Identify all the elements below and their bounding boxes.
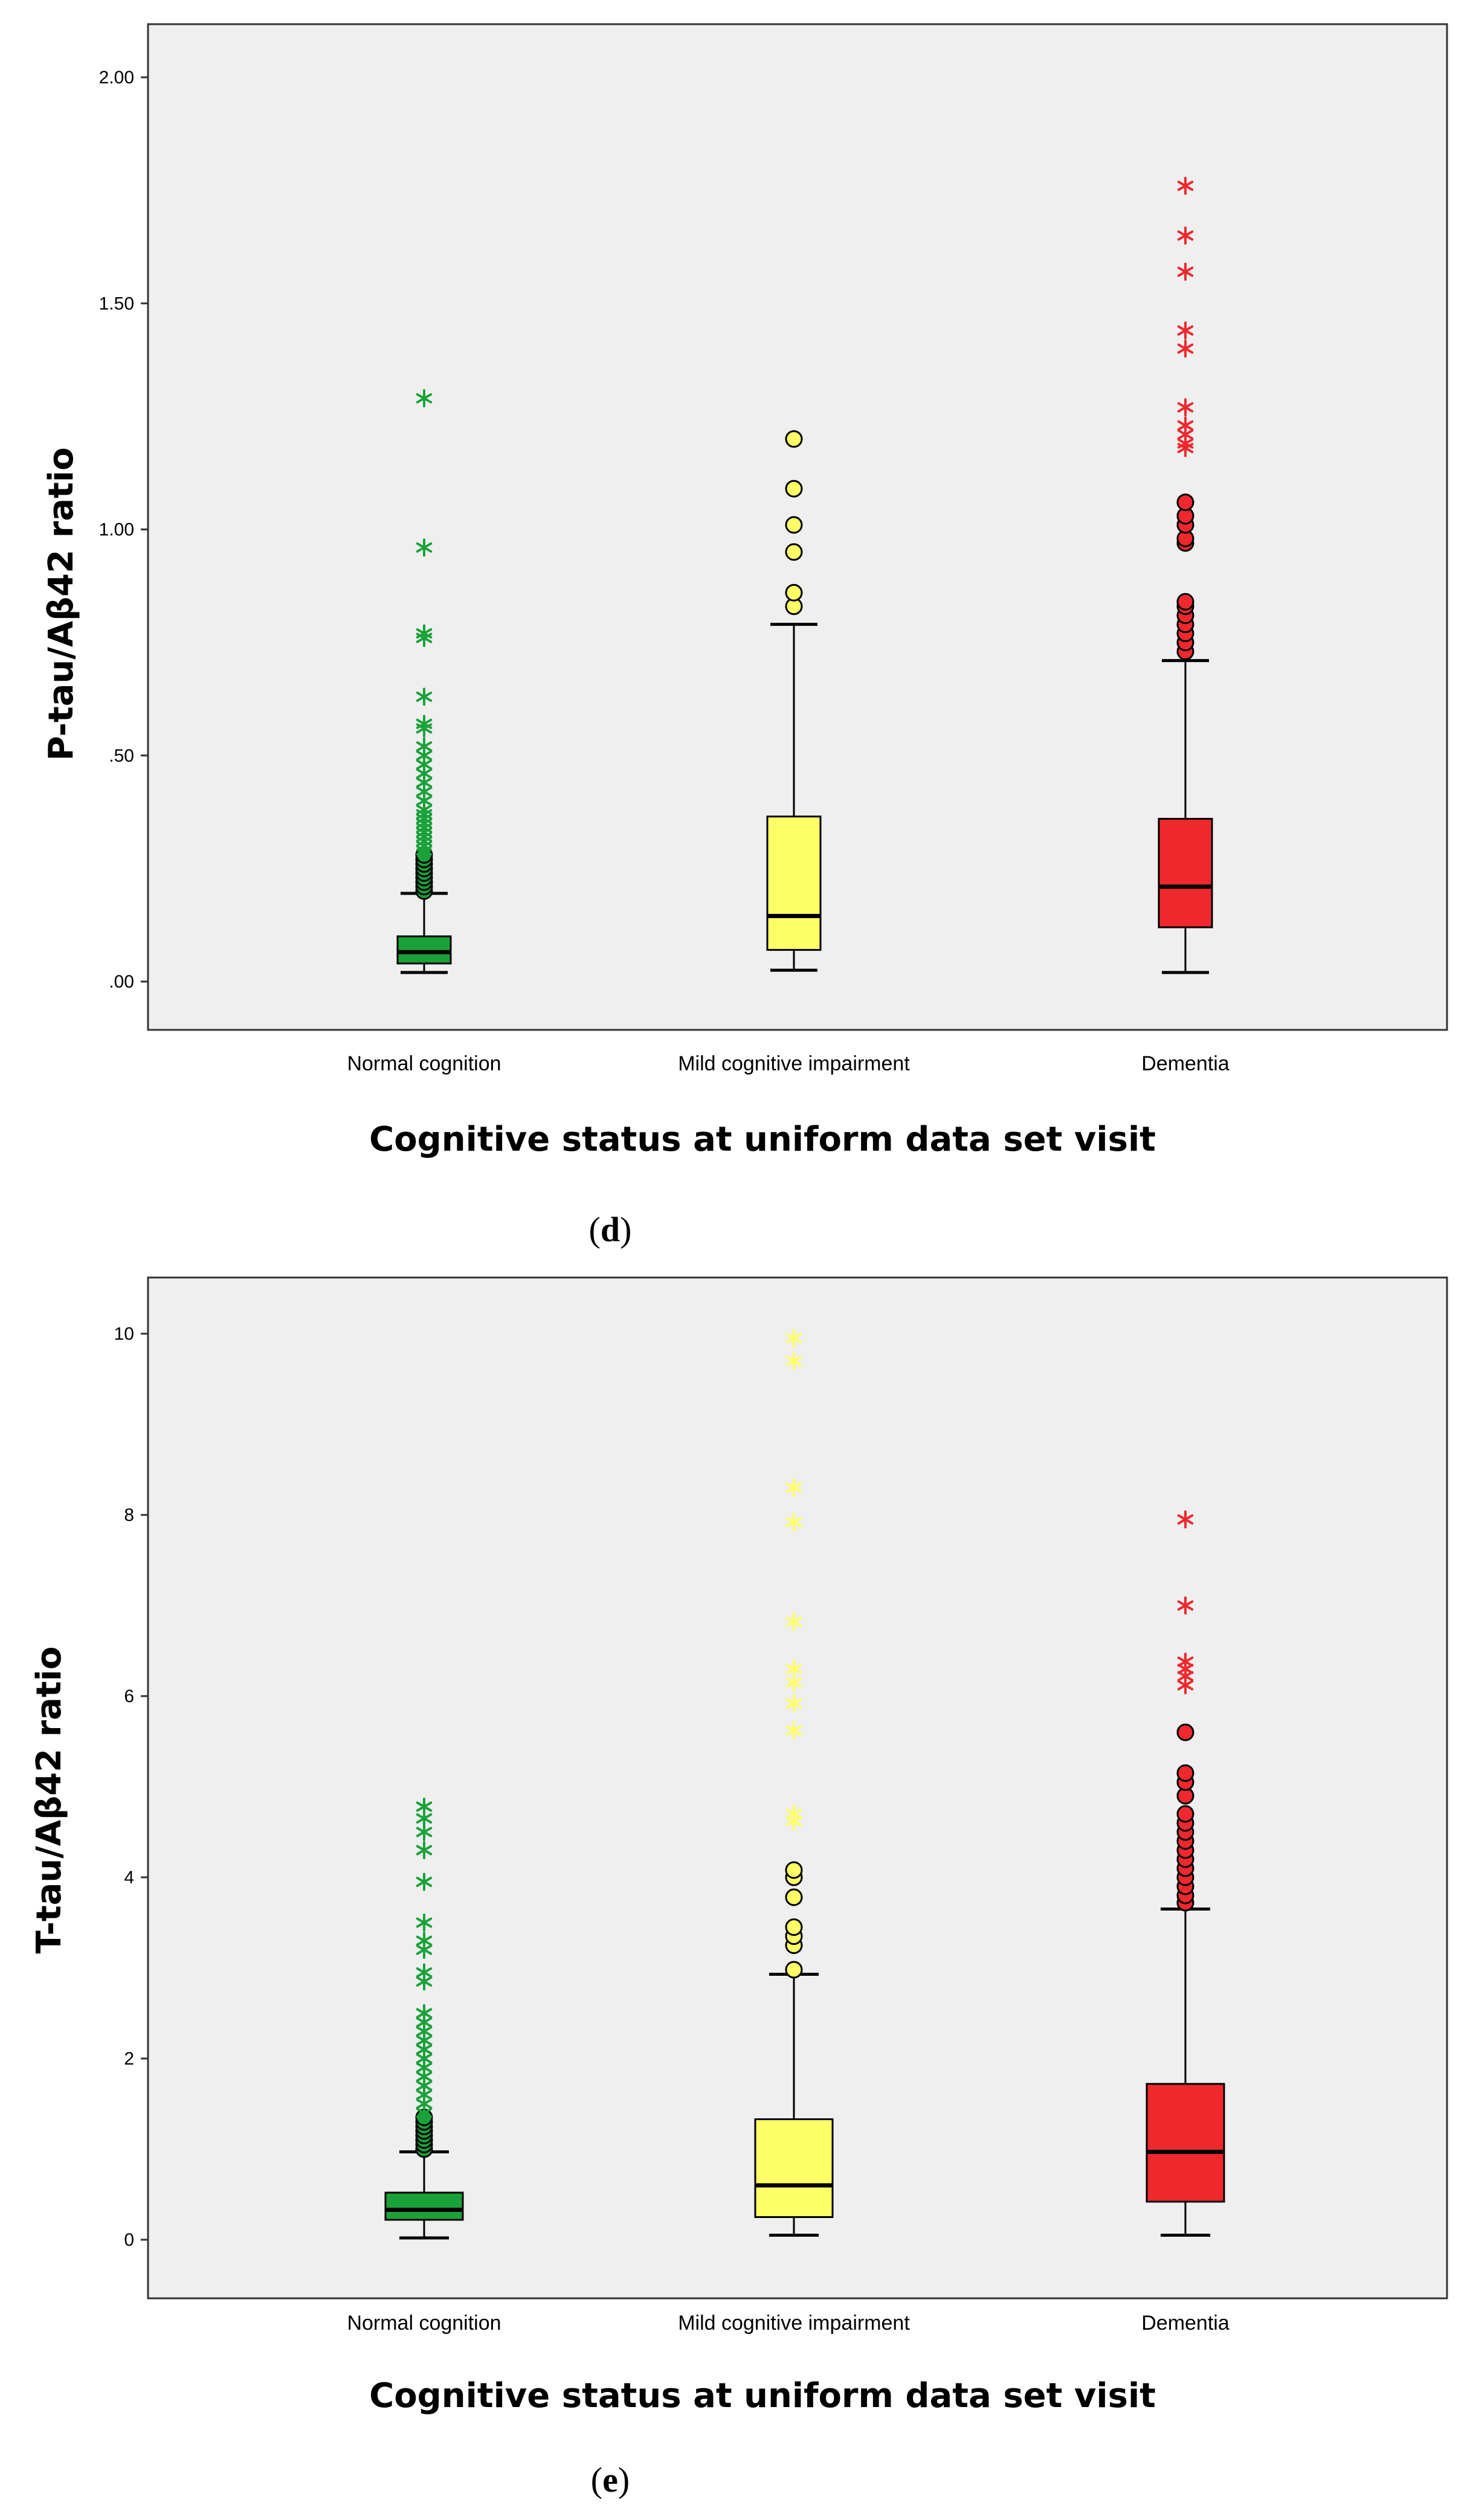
outlier-star (416, 1841, 433, 1859)
y-tick-label: 6 (124, 1686, 134, 1706)
outlier-star (785, 1660, 802, 1678)
x-axis-title-d: Cognitive status at uniform data set vis… (369, 1120, 1156, 1159)
outlier-star (416, 1798, 433, 1816)
box-group-2 (754, 1329, 834, 2237)
outlier-circle (785, 480, 803, 498)
outlier-circle (1176, 493, 1194, 512)
panel-label-d: (d) (589, 1210, 632, 1249)
y-tick-label: 4 (124, 1868, 134, 1888)
outlier-star (1177, 226, 1194, 245)
boxes-e (384, 1329, 1225, 2240)
outlier-star (416, 737, 433, 756)
y-ticks-e: 0 2 4 6 8 10 (114, 1324, 148, 2250)
y-tick-label: 2.00 (99, 68, 134, 88)
y-axis-title-d: P-tau/Aβ42 ratio (42, 448, 81, 761)
panel-d: .00 .50 1.00 1.50 2.00 Normal cognition Mild … (42, 23, 1448, 1249)
outlier-star (1177, 339, 1194, 358)
outlier-circle (785, 1918, 803, 1936)
box-group-2 (766, 430, 822, 972)
y-axis-title-e: T-tau/Aβ42 ratio (30, 1647, 69, 1954)
y-tick-label: 0 (124, 2230, 134, 2250)
box-iqr (1146, 2083, 1225, 2203)
y-tick-label: 1.00 (99, 520, 134, 540)
outlier-star (416, 624, 433, 643)
outlier-star (1177, 416, 1194, 435)
outlier-star (416, 1872, 433, 1891)
x-categories-e: Normal cognition Mild cognitive impairmen… (347, 2312, 1230, 2335)
outlier-star (785, 1479, 802, 1497)
outlier-star (416, 1932, 433, 1950)
y-tick-label: 8 (124, 1505, 134, 1525)
outlier-circle (1176, 1723, 1194, 1741)
outlier-star (785, 1513, 802, 1531)
x-category-label: Mild cognitive impairment (678, 2312, 910, 2335)
outlier-star (1177, 1596, 1194, 1615)
outlier-star (416, 389, 433, 408)
outlier-circle (1176, 593, 1194, 611)
y-tick-label: 2 (124, 2049, 134, 2069)
x-category-label: Dementia (1141, 2312, 1230, 2335)
x-category-label: Normal cognition (347, 1052, 501, 1075)
box-iqr (396, 935, 452, 965)
x-categories-d: Normal cognition Mild cognitive impairmen… (347, 1052, 1230, 1075)
outlier-circle (785, 543, 803, 561)
outlier-star (1177, 176, 1194, 195)
box-group-1 (384, 1798, 464, 2240)
x-category-label: Normal cognition (347, 2312, 501, 2335)
boxes-d (396, 176, 1213, 974)
outlier-circle (785, 430, 803, 448)
outlier-star (416, 1914, 433, 1932)
y-tick-label: 1.50 (99, 294, 134, 313)
outlier-circle (785, 1961, 803, 1979)
y-tick-label: .50 (109, 746, 134, 766)
panel-label-e: (e) (591, 2460, 630, 2499)
outlier-star (1177, 1510, 1194, 1529)
x-category-label: Mild cognitive impairment (678, 1052, 910, 1075)
x-axis-title-e: Cognitive status at uniform data set vis… (369, 2376, 1156, 2416)
outlier-star (785, 1352, 802, 1370)
outlier-circle (785, 516, 803, 534)
box-iqr (1158, 818, 1213, 928)
outlier-circle (785, 583, 803, 602)
outlier-star (785, 1329, 802, 1348)
panel-e: 0 2 4 6 8 10 Normal cognition Mild cognitive i… (30, 1276, 1448, 2499)
box-group-1 (396, 389, 452, 974)
outlier-circle (1176, 1805, 1194, 1823)
x-category-label: Dementia (1141, 1052, 1230, 1075)
box-iqr (754, 2118, 834, 2218)
y-tick-label: .00 (109, 972, 134, 992)
outlier-star (416, 538, 433, 557)
outlier-star (1177, 262, 1194, 281)
outlier-circle (785, 1888, 803, 1906)
y-tick-label: 10 (114, 1324, 134, 1344)
outlier-circle (785, 1861, 803, 1879)
outlier-circle (1176, 1764, 1194, 1782)
box-iqr (766, 815, 822, 951)
box-group-3 (1146, 1510, 1225, 2237)
outlier-star (416, 687, 433, 706)
outlier-star (785, 1805, 802, 1823)
outlier-star (416, 1963, 433, 1982)
outlier-star (785, 1613, 802, 1631)
box-iqr (384, 2191, 464, 2221)
outlier-star (785, 1721, 802, 1740)
outlier-star (1177, 398, 1194, 417)
outlier-star (785, 1694, 802, 1712)
outlier-star (416, 2004, 433, 2022)
y-ticks-d: .00 .50 1.00 1.50 2.00 (99, 68, 148, 992)
box-group-3 (1158, 176, 1213, 974)
outlier-star (416, 715, 433, 733)
outlier-star (1177, 1653, 1194, 1671)
outlier-star (1177, 321, 1194, 340)
